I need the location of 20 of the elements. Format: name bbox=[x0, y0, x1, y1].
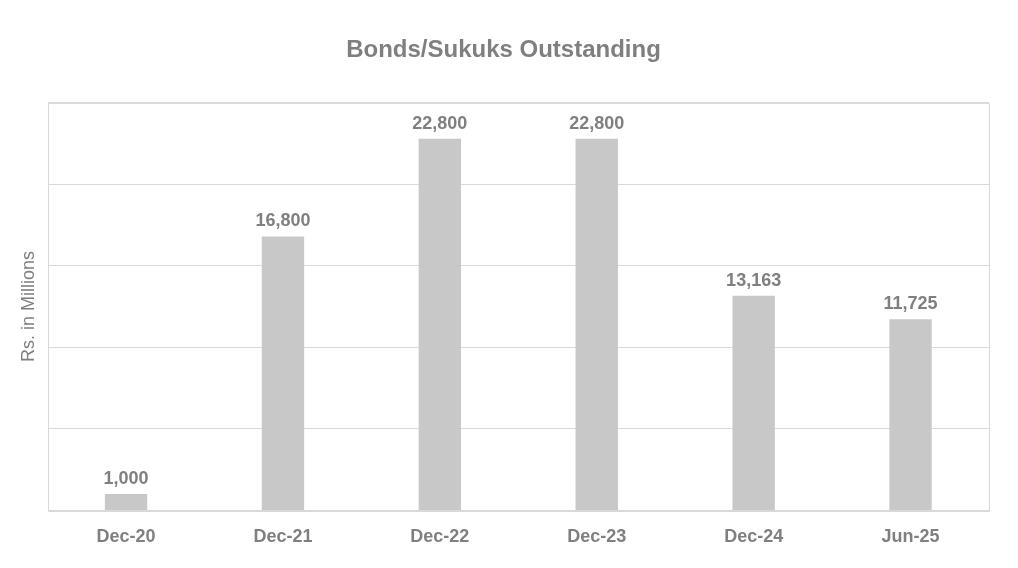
x-tick-label: Jun-25 bbox=[881, 526, 940, 547]
y-axis-title: Rs. in Millions bbox=[17, 251, 38, 363]
bar bbox=[261, 236, 305, 510]
data-label: 13,163 bbox=[726, 269, 782, 290]
x-tick-label: Dec-24 bbox=[724, 526, 784, 547]
data-label: 16,800 bbox=[255, 210, 311, 231]
bar bbox=[889, 319, 932, 510]
x-tick-label: Dec-21 bbox=[253, 526, 313, 547]
x-tick-label: Dec-20 bbox=[96, 526, 156, 547]
data-label: 22,800 bbox=[412, 112, 468, 133]
bar bbox=[104, 494, 148, 510]
x-tick-label: Dec-22 bbox=[410, 526, 470, 547]
data-label: 1,000 bbox=[103, 468, 149, 489]
bar bbox=[418, 138, 462, 510]
data-label: 22,800 bbox=[569, 112, 625, 133]
bar bbox=[732, 295, 775, 510]
x-tick-label: Dec-23 bbox=[567, 526, 627, 547]
bar bbox=[575, 138, 618, 510]
chart-title: Bonds/Sukuks Outstanding bbox=[346, 35, 661, 63]
data-label: 11,725 bbox=[883, 293, 938, 314]
